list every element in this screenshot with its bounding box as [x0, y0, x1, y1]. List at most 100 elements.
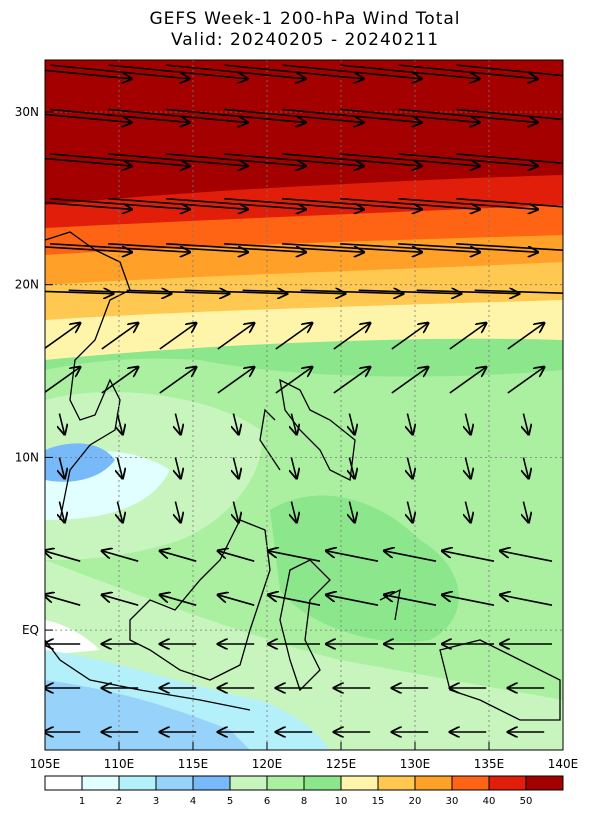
y-tick-label: 20N	[15, 278, 39, 292]
wind-speed-region	[45, 60, 563, 205]
wind-arrow	[160, 595, 197, 606]
wind-arrow	[384, 595, 437, 606]
wind-arrow	[391, 323, 428, 350]
colorbar-swatch	[118, 775, 157, 791]
wind-arrow	[166, 108, 305, 122]
wind-arrow	[108, 108, 247, 122]
wind-arrow	[523, 413, 528, 435]
wind-arrow	[275, 367, 312, 394]
wind-arrow	[45, 113, 132, 122]
wind-arrow	[224, 108, 363, 122]
wind-arrow	[449, 367, 486, 394]
colorbar-swatch	[525, 775, 564, 791]
wind-arrow	[282, 108, 421, 122]
wind-arrow	[50, 197, 190, 210]
wind-arrow	[117, 501, 122, 523]
wind-arrow	[349, 413, 354, 435]
wind-arrow	[407, 457, 412, 479]
wind-arrow	[358, 290, 462, 293]
wind-speed-region	[45, 620, 100, 655]
wind-arrow	[175, 457, 180, 479]
x-tick-label: 140E	[548, 757, 579, 771]
wind-arrow	[326, 551, 379, 562]
wind-arrow	[224, 64, 363, 79]
colorbar-label: 8	[301, 796, 307, 807]
wind-arrow	[523, 501, 528, 523]
wind-arrow	[282, 153, 421, 166]
wind-arrow	[391, 367, 428, 394]
map-frame	[44, 59, 564, 751]
colorbar-swatch	[266, 775, 305, 791]
wind-arrow	[166, 242, 306, 252]
wind-arrow	[456, 64, 563, 77]
y-tick-label: 30N	[15, 105, 39, 119]
x-tick-label: 120E	[252, 757, 283, 771]
wind-arrow	[101, 367, 138, 394]
wind-arrow	[326, 595, 379, 606]
wind-arrow	[117, 457, 122, 479]
wind-arrow	[407, 501, 412, 523]
wind-arrow	[233, 501, 238, 523]
wind-arrow	[340, 108, 479, 122]
wind-arrow	[45, 367, 80, 394]
wind-arrow	[108, 64, 247, 79]
colorbar-label: 2	[116, 796, 122, 807]
colorbar-label: 40	[483, 796, 496, 807]
wind-arrow	[456, 242, 563, 252]
wind-arrow	[108, 153, 247, 166]
wind-arrow	[166, 153, 305, 166]
colorbar-swatch	[229, 775, 268, 791]
wind-arrow	[507, 323, 544, 350]
wind-arrow	[282, 242, 422, 252]
colorbar-label: 15	[372, 796, 385, 807]
wind-arrow	[291, 413, 296, 435]
wind-arrow	[102, 551, 139, 562]
x-tick-label: 135E	[474, 757, 505, 771]
wind-arrow	[68, 290, 172, 293]
wind-arrow	[45, 201, 132, 210]
wind-arrow	[102, 595, 139, 606]
colorbar-swatch	[81, 775, 120, 791]
wind-arrow	[442, 551, 495, 562]
wind-arrow	[398, 64, 537, 79]
wind-arrow	[45, 595, 81, 606]
wind-arrow	[465, 501, 470, 523]
colorbar-label: 4	[190, 796, 196, 807]
wind-arrow	[268, 551, 321, 562]
wind-arrow	[101, 323, 138, 350]
wind-arrow	[45, 323, 80, 350]
colorbar-label: 1	[79, 796, 85, 807]
colorbar-swatch	[155, 775, 194, 791]
wind-arrow	[175, 501, 180, 523]
wind-speed-region	[45, 335, 563, 377]
wind-arrow	[159, 323, 196, 350]
wind-arrow	[108, 242, 248, 252]
wind-arrow	[50, 108, 189, 122]
wind-arrow	[126, 290, 230, 293]
wind-arrow	[268, 595, 321, 606]
wind-arrow	[340, 64, 479, 79]
wind-arrow	[217, 323, 254, 350]
colorbar-label: 5	[227, 796, 233, 807]
wind-arrow	[175, 413, 180, 435]
x-tick-label: 125E	[326, 757, 357, 771]
wind-arrow	[384, 551, 437, 562]
wind-arrow	[349, 501, 354, 523]
wind-arrow	[456, 108, 563, 121]
wind-arrow	[224, 242, 364, 252]
wind-arrow	[500, 551, 553, 562]
wind-vectors	[45, 64, 563, 732]
wind-arrow	[160, 551, 197, 562]
wind-arrow	[50, 153, 189, 166]
wind-arrow	[233, 457, 238, 479]
wind-arrow	[300, 290, 404, 293]
wind-arrow	[59, 413, 64, 435]
wind-arrow	[442, 595, 495, 606]
x-tick-label: 110E	[104, 757, 135, 771]
wind-arrow	[159, 367, 196, 394]
wind-arrow	[224, 153, 363, 166]
wind-arrow	[398, 153, 537, 166]
wind-arrow	[507, 367, 544, 394]
wind-arrow	[45, 551, 81, 562]
